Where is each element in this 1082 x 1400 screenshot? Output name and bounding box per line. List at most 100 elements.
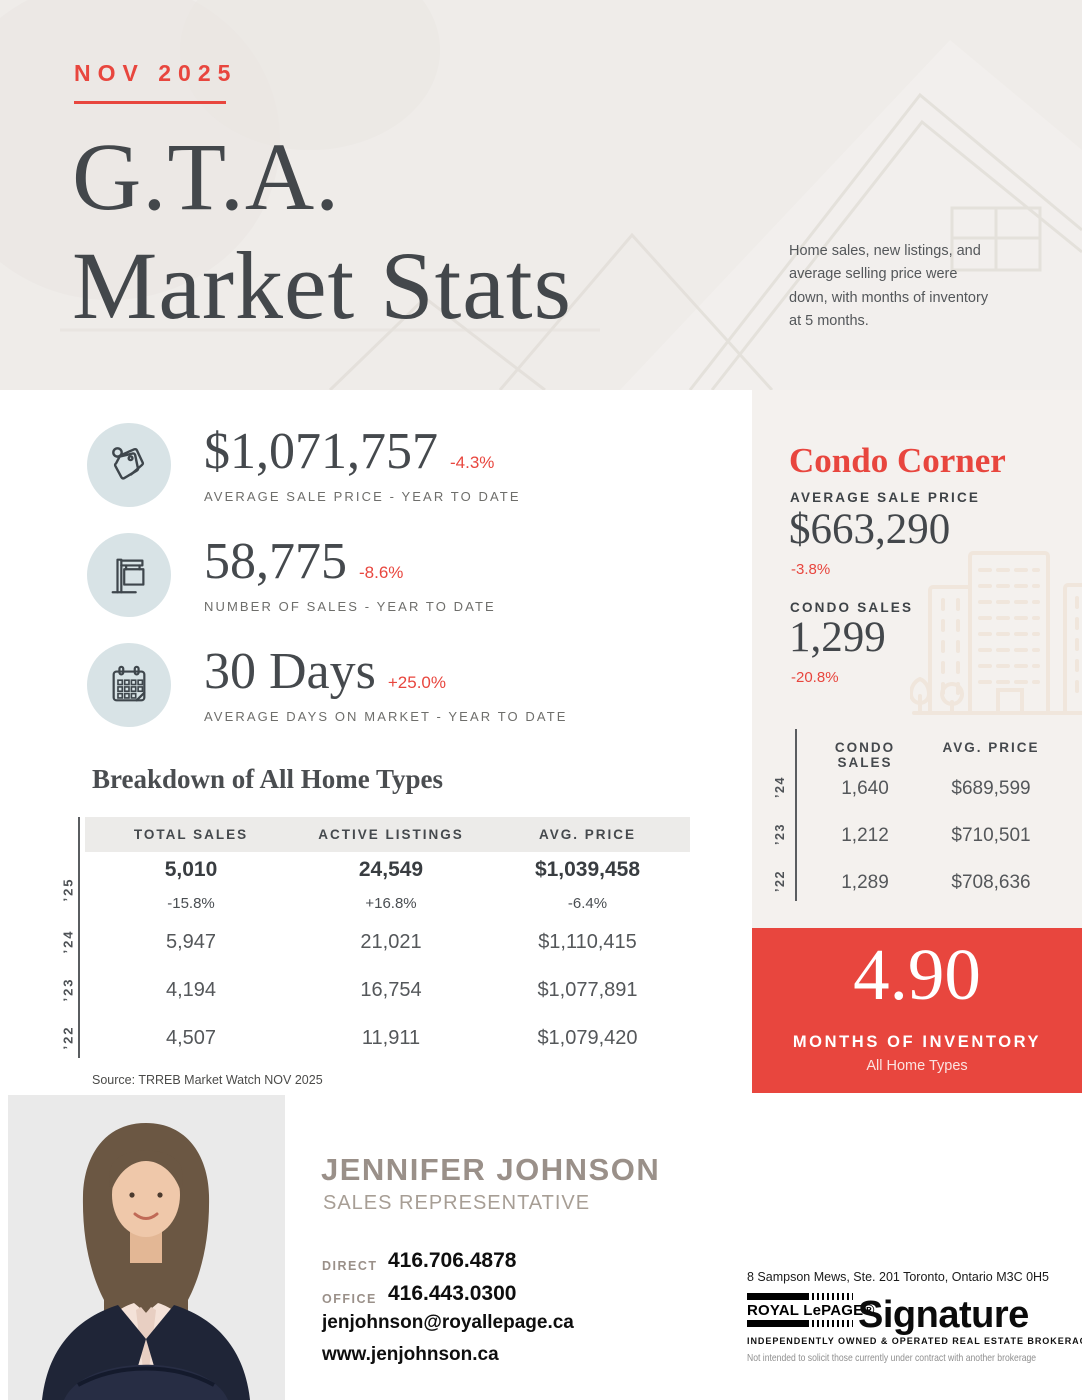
date-label: NOV 2025 — [74, 60, 238, 86]
condo-year-label-23: ’23 — [773, 823, 787, 845]
date-underline — [74, 101, 226, 104]
condo-sales-label: CONDO SALES — [790, 600, 914, 615]
total-sales-value: 4,507 — [165, 1027, 217, 1049]
royal-lepage-wordmark: ROYAL LePAGE® — [747, 1302, 875, 1319]
column-header: ACTIVE LISTINGS — [318, 827, 464, 842]
condo-corner-heading: Condo Corner — [789, 441, 1006, 480]
table-axis-line — [78, 817, 80, 1058]
agent-name: JENNIFER JOHNSON — [321, 1152, 661, 1187]
avg-price-value: $1,110,415 — [538, 931, 637, 953]
stat-label: AVERAGE SALE PRICE - YEAR TO DATE — [204, 488, 521, 504]
condo-table-header-row: CONDO SALES AVG. PRICE — [808, 740, 1060, 770]
market-summary: Home sales, new listings, and average se… — [789, 243, 989, 330]
stat-label: AVERAGE DAYS ON MARKET - YEAR TO DATE — [204, 708, 568, 724]
condo-sales-value: 1,299 — [789, 614, 886, 661]
stat-days-on-market: 30 Days +25.0% AVERAGE DAYS ON MARKET - … — [87, 643, 568, 727]
stat-label: NUMBER OF SALES - YEAR TO DATE — [204, 598, 496, 614]
condo-avg-price-label: AVERAGE SALE PRICE — [790, 490, 981, 505]
price-tags-icon — [87, 423, 171, 507]
condo-table-row-22: 1,289 $708,636 — [808, 872, 1060, 894]
page-title-line1: G.T.A. — [72, 123, 341, 230]
condo-table-axis-line — [795, 729, 797, 901]
active-listings-value: 11,911 — [361, 1027, 421, 1049]
royal-lepage-logo: ROYAL LePAGE® — [747, 1293, 875, 1327]
inventory-label: MONTHS OF INVENTORY — [792, 1033, 1042, 1051]
column-header: AVG. PRICE — [538, 827, 636, 842]
avg-price-value: $1,039,458 — [534, 858, 641, 881]
active-listings-value: 16,754 — [360, 979, 422, 1001]
year-label-22: ’22 — [60, 1025, 76, 1050]
months-of-inventory-box — [752, 928, 1082, 1093]
office-phone-number[interactable]: 416.443.0300 — [388, 1282, 517, 1305]
year-label-23: ’23 — [60, 977, 76, 1002]
condo-buildings-art — [910, 551, 1082, 715]
condo-avg-price-change: -3.8% — [791, 561, 831, 578]
condo-table-row-23: 1,212 $710,501 — [808, 825, 1060, 847]
avg-price-change: -6.4% — [567, 895, 608, 912]
column-header: CONDO SALES — [834, 740, 896, 770]
condo-year-label-22: ’22 — [773, 870, 787, 892]
total-sales-value: 4,194 — [165, 979, 217, 1001]
condo-avg-price-value: $663,290 — [789, 506, 951, 553]
active-listings-change: +16.8% — [365, 895, 417, 912]
direct-phone-number[interactable]: 416.706.4878 — [388, 1249, 517, 1272]
total-sales-value: 5,947 — [165, 931, 217, 953]
active-listings-value: 21,021 — [360, 931, 422, 953]
total-sales-change: -15.8% — [167, 895, 215, 912]
hero-section: NOV 2025 G.T.A. Market Stats Home sales,… — [0, 0, 1082, 390]
stat-value: $1,071,757 — [204, 423, 438, 480]
year-label-24: ’24 — [60, 929, 76, 954]
brokerage-address: 8 Sampson Mews, Ste. 201 Toronto, Ontari… — [747, 1270, 1050, 1284]
avg-price-value: $1,079,420 — [537, 1027, 638, 1049]
stat-number-of-sales: 58,775 -8.6% NUMBER OF SALES - YEAR TO D… — [87, 533, 496, 617]
source-note: Source: TRREB Market Watch NOV 2025 — [92, 1073, 323, 1087]
column-header: AVG. PRICE — [942, 740, 1040, 755]
inventory-sublabel: All Home Types — [866, 1058, 968, 1074]
calendar-icon — [87, 643, 171, 727]
condo-sales-cell: 1,289 — [841, 872, 889, 893]
condo-table-row-24: 1,640 $689,599 — [808, 778, 1060, 800]
agent-website-link[interactable]: www.jenjohnson.ca — [322, 1344, 499, 1365]
condo-sales-cell: 1,640 — [841, 778, 889, 799]
table-row-23: 4,194 16,754 $1,077,891 — [85, 979, 690, 1002]
condo-corner-panel — [752, 390, 1082, 928]
for-sale-sign-icon — [87, 533, 171, 617]
table-row-25-changes: -15.8% +16.8% -6.4% — [85, 895, 690, 912]
agent-email-link[interactable]: jenjohnson@royallepage.ca — [322, 1312, 574, 1333]
brokerage-office-name: Signature — [858, 1294, 1029, 1336]
active-listings-value: 24,549 — [358, 858, 424, 881]
stat-average-sale-price: $1,071,757 -4.3% AVERAGE SALE PRICE - YE… — [87, 423, 521, 507]
stat-change: -8.6% — [359, 563, 404, 582]
page-title: G.T.A. Market Stats — [72, 122, 572, 341]
condo-year-label-24: ’24 — [773, 776, 787, 798]
office-phone-label: OFFICE — [322, 1292, 377, 1306]
logo-bottom-bar — [747, 1320, 853, 1327]
agent-title: SALES REPRESENTATIVE — [323, 1192, 591, 1214]
brokerage-tagline: INDEPENDENTLY OWNED & OPERATED REAL ESTA… — [747, 1336, 1082, 1347]
column-header: TOTAL SALES — [133, 827, 249, 842]
table-header-row: TOTAL SALES ACTIVE LISTINGS AVG. PRICE — [85, 817, 690, 852]
stat-change: -4.3% — [450, 453, 495, 472]
page-title-line2: Market Stats — [72, 232, 572, 340]
logo-top-bar — [747, 1293, 853, 1300]
stat-value: 30 Days — [204, 643, 376, 700]
brokerage-disclaimer: Not intended to solicit those currently … — [747, 1352, 1037, 1364]
stat-value: 58,775 — [204, 533, 347, 590]
condo-sales-cell: 1,212 — [841, 825, 889, 846]
direct-phone-label: DIRECT — [322, 1259, 378, 1273]
stat-change: +25.0% — [387, 673, 447, 692]
condo-price-cell: $708,636 — [951, 872, 1031, 893]
condo-price-cell: $689,599 — [951, 778, 1031, 799]
table-row-24: 5,947 21,021 $1,110,415 — [85, 931, 690, 954]
condo-price-cell: $710,501 — [951, 825, 1031, 846]
agent-headshot-photo — [8, 1095, 285, 1400]
table-row-25: 5,010 24,549 $1,039,458 — [85, 858, 690, 882]
inventory-value: 4.90 — [853, 934, 981, 1015]
avg-price-value: $1,077,891 — [537, 979, 638, 1001]
table-row-22: 4,507 11,911 $1,079,420 — [85, 1027, 690, 1050]
year-label-25: ’25 — [60, 877, 76, 902]
breakdown-heading: Breakdown of All Home Types — [92, 764, 444, 794]
total-sales-value: 5,010 — [164, 858, 218, 881]
condo-sales-change: -20.8% — [791, 669, 839, 686]
